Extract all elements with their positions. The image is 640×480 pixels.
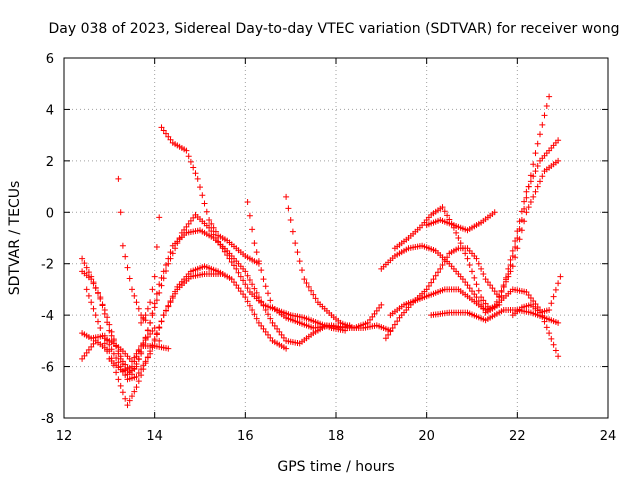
y-axis-label: SDTVAR / TECUs bbox=[7, 181, 23, 296]
series-arc-2 bbox=[79, 211, 349, 378]
data-point-markers bbox=[115, 175, 149, 324]
x-tick-label: 12 bbox=[56, 429, 73, 444]
series-arc-8 bbox=[138, 214, 163, 326]
y-tick-label: 4 bbox=[46, 103, 54, 118]
x-tick-label: 24 bbox=[600, 429, 617, 444]
y-tick-label: 2 bbox=[46, 155, 54, 170]
x-tick-label: 16 bbox=[237, 429, 254, 444]
data-markers bbox=[79, 93, 564, 409]
data-point-markers bbox=[158, 124, 262, 267]
data-point-markers bbox=[138, 214, 163, 326]
series-arc-16 bbox=[423, 209, 498, 234]
data-point-markers bbox=[387, 137, 562, 319]
data-point-markers bbox=[378, 93, 553, 316]
data-point-markers bbox=[509, 273, 564, 319]
y-tick-label: -4 bbox=[41, 309, 54, 324]
y-tick-label: -6 bbox=[41, 361, 54, 376]
x-tick-label: 22 bbox=[509, 429, 526, 444]
series-arc-9 bbox=[158, 124, 262, 267]
data-point-markers bbox=[283, 193, 385, 331]
x-tick-label: 20 bbox=[418, 429, 435, 444]
data-point-markers bbox=[79, 211, 349, 378]
series-arc-18 bbox=[509, 273, 564, 319]
series-arc-7 bbox=[115, 175, 149, 324]
series-arc-11 bbox=[283, 193, 385, 331]
series-arc-1 bbox=[79, 227, 353, 378]
x-axis-label: GPS time / hours bbox=[277, 459, 394, 475]
chart-title: Day 038 of 2023, Sidereal Day-to-day VTE… bbox=[49, 21, 620, 37]
y-tick-label: -8 bbox=[41, 412, 54, 427]
x-tick-label: 18 bbox=[328, 429, 345, 444]
data-point-markers bbox=[79, 227, 353, 378]
x-tick-label: 14 bbox=[146, 429, 163, 444]
y-tick-label: -2 bbox=[41, 258, 54, 273]
series-arc-12 bbox=[378, 93, 553, 316]
series-arc-10 bbox=[244, 199, 394, 334]
y-tick-label: 6 bbox=[46, 52, 54, 67]
data-point-markers bbox=[244, 199, 394, 334]
series-arc-14 bbox=[387, 137, 562, 319]
data-point-markers bbox=[423, 209, 498, 234]
series-arc-6 bbox=[101, 325, 163, 365]
y-tick-label: 0 bbox=[46, 206, 54, 221]
data-point-markers bbox=[101, 325, 163, 365]
